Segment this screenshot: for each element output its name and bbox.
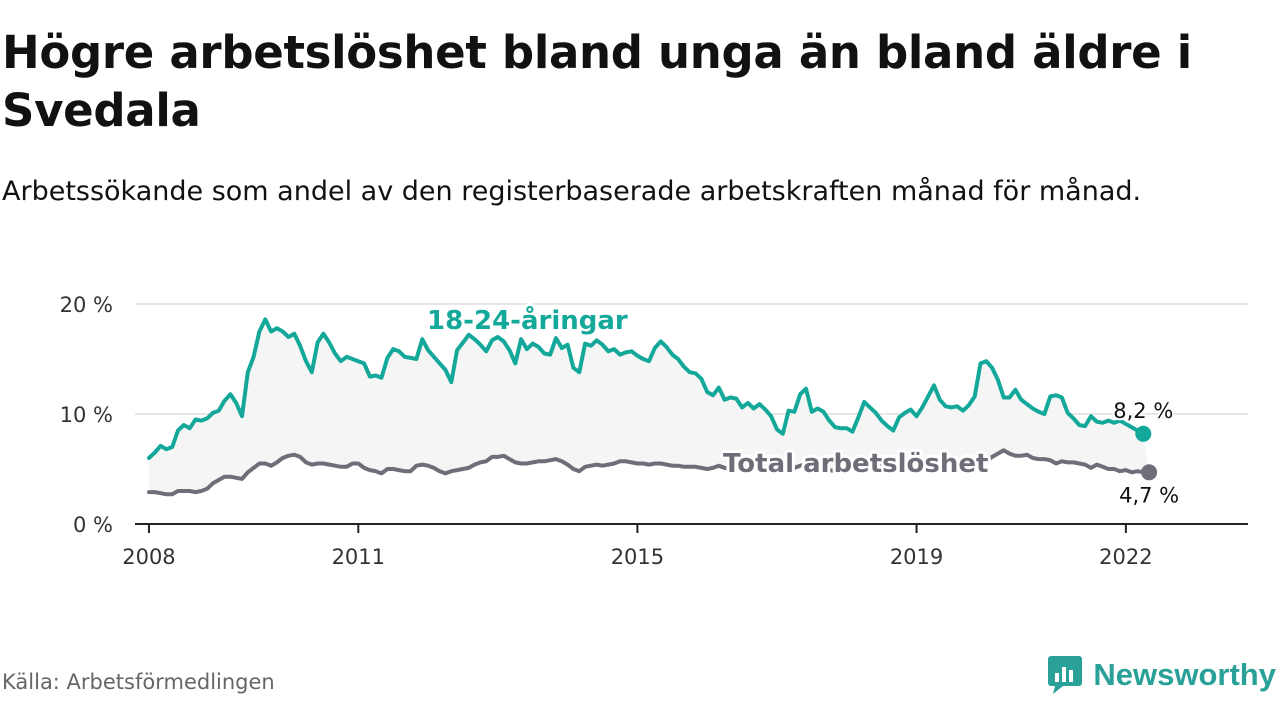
x-tick-label: 2022 [1099, 545, 1152, 569]
end-value-label-total: 4,7 % [1119, 483, 1179, 507]
y-tick-label: 10 % [60, 403, 113, 427]
chart-labels: 18-24-åringar Total arbetslöshet 8,2 % 4,7 … [424, 301, 1181, 509]
brand-logo[interactable]: Newsworthy [1047, 654, 1276, 696]
y-tick-label: 20 % [60, 293, 113, 317]
series-lines [147, 317, 1158, 497]
series-line-total [147, 448, 1152, 497]
axes: 0 % 10 % 20 % 2008 2011 2015 2019 2022 [60, 293, 1248, 569]
series-label-youth: 18-24-åringar [427, 304, 628, 336]
x-tick-label: 2015 [611, 545, 664, 569]
x-tick-label: 2011 [332, 545, 385, 569]
x-tick-label: 2008 [122, 545, 175, 569]
end-value-label-youth: 8,2 % [1113, 399, 1173, 423]
series-end-point [1135, 425, 1152, 442]
source-credit: Källa: Arbetsförmedlingen [2, 670, 275, 694]
chart-subtitle: Arbetssökande som andel av den registerb… [2, 176, 1142, 207]
brand-name: Newsworthy [1093, 657, 1276, 692]
chart-title: Högre arbetslöshet bland unga än bland ä… [2, 26, 1192, 137]
x-tick-label: 2019 [890, 545, 943, 569]
series-end-point [1141, 464, 1158, 481]
series-label-total: Total arbetslöshet [723, 449, 988, 479]
line-chart: 0 % 10 % 20 % 2008 2011 2015 2019 2022 18-24-år… [60, 293, 1248, 569]
series-line-youth [147, 317, 1146, 460]
newsworthy-logo-icon [1048, 656, 1083, 694]
range-band [149, 319, 1150, 495]
y-tick-label: 0 % [73, 513, 113, 537]
